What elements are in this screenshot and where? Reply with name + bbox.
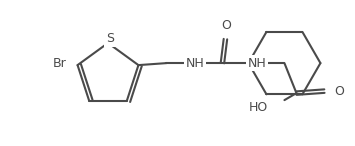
- Text: S: S: [106, 33, 114, 46]
- Text: NH: NH: [186, 57, 205, 70]
- Text: Br: Br: [53, 57, 66, 70]
- Text: O: O: [334, 85, 344, 98]
- Text: NH: NH: [248, 57, 267, 70]
- Text: HO: HO: [249, 101, 268, 114]
- Text: O: O: [222, 19, 231, 32]
